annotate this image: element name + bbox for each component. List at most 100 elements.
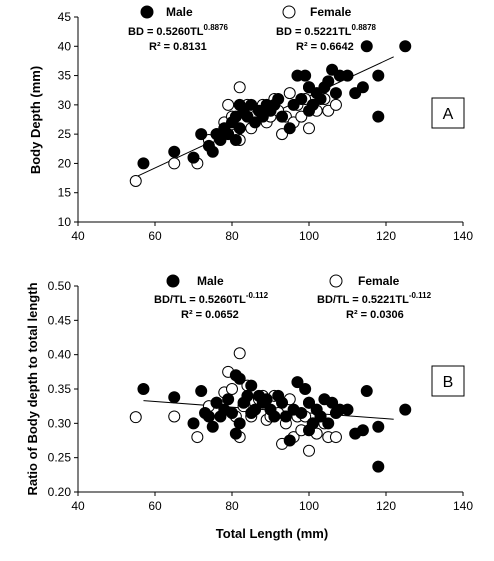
panel-b-female-point — [226, 383, 238, 395]
panel-a-male-equation-base: BD = 0.5260TL — [128, 26, 204, 38]
panel-a-male-point — [295, 93, 308, 105]
panel-a-male-point — [283, 122, 296, 135]
panel-a-female-point — [303, 122, 315, 135]
panel-a-male-point — [168, 145, 181, 158]
panel-b-male-point — [260, 393, 273, 406]
panel-a-female-point — [329, 98, 342, 111]
panel-a-y-tick-label: 15 — [58, 186, 72, 200]
panel-b-y-tick-label: 0.20 — [48, 485, 72, 499]
panel-b-y-axis-title: Ratio of Body depth to total length — [25, 282, 40, 495]
panel-b-male-point — [279, 410, 292, 423]
panel-a-male-point — [322, 75, 335, 88]
panel-b-label: B — [443, 374, 454, 391]
panel-b-y-tick-label: 0.40 — [48, 348, 72, 362]
panel-b-female-point — [168, 410, 181, 423]
panel-a-x-tick-label: 80 — [225, 229, 239, 243]
panel-b-female-r2: R² = 0.0306 — [346, 309, 404, 321]
panel-b-x-ticks: 40 60 80 100 120 140 — [71, 492, 473, 513]
panel-b-male-point — [229, 427, 242, 440]
panel-a-y-tick-label: 35 — [58, 69, 72, 83]
panel-b-female-point — [191, 431, 204, 444]
panel-a-y-tick-label: 25 — [58, 127, 72, 141]
panel-a-male-equation: BD = 0.5260TL0.8876 — [128, 23, 229, 38]
panel-b-x-tick-label: 100 — [299, 499, 319, 513]
panel-b-male-point — [233, 417, 246, 430]
panel-b-male-equation-base: BD/TL = 0.5260TL — [154, 294, 246, 306]
panel-b-male-point — [137, 383, 150, 395]
panel-b-male-point — [187, 417, 200, 430]
panel-b-male-point — [245, 379, 258, 392]
panel-b-x-axis-title: Total Length (mm) — [216, 526, 328, 541]
panel-a-y-tick-label: 20 — [58, 156, 72, 170]
panel-a-legend-male-marker — [140, 5, 154, 19]
panel-a-male-point — [195, 128, 208, 141]
panel-a-male-point — [276, 110, 289, 123]
panel-b-y-tick-label: 0.30 — [48, 416, 72, 430]
panel-a-male-point — [187, 151, 200, 164]
panel-a-male-point — [299, 69, 312, 82]
panel-a-legend-female-marker — [282, 5, 296, 19]
panel-a-female-equation-base: BD = 0.5221TL — [276, 26, 352, 38]
panel-b-male-point — [372, 460, 385, 473]
panel-b-male-point — [303, 396, 315, 409]
panel-a-male-point — [314, 93, 327, 105]
panel-a-points — [129, 40, 412, 187]
panel-b-female-equation-base: BD/TL = 0.5221TL — [317, 294, 409, 306]
panel-a-female-equation-exponent: 0.8878 — [352, 23, 377, 32]
panel-b-points — [129, 347, 412, 473]
panel-b-legend-male-label: Male — [197, 274, 224, 288]
panel-b-male-point — [326, 396, 339, 409]
panel-b-legend-female-marker — [329, 274, 343, 288]
panel-b-female-equation: BD/TL = 0.5221TL-0.112 — [317, 291, 432, 306]
panel-b-male-point — [372, 420, 385, 433]
panel-a-male-point — [341, 69, 354, 82]
panel-b-male-point — [241, 389, 254, 402]
panel-a-y-tick-label: 40 — [58, 39, 72, 53]
panel-b-male-point — [226, 407, 238, 420]
panel-b-x-tick-label: 40 — [71, 499, 85, 513]
panel-a-x-tick-label: 140 — [453, 229, 473, 243]
panel-a-legend-male-label: Male — [166, 5, 193, 19]
panel-a-y-axis-title: Body Depth (mm) — [28, 66, 43, 174]
panel-b-male-r2: R² = 0.0652 — [181, 309, 239, 321]
panel-a-male-point — [399, 40, 412, 53]
panel-b-male-point — [210, 396, 223, 409]
panel-b-male-equation: BD/TL = 0.5260TL-0.112 — [154, 291, 269, 306]
panel-b-male-point — [322, 417, 335, 430]
panel-a-female-point — [222, 98, 235, 111]
panel-a-female-point — [129, 175, 142, 187]
panel-b-male-point — [295, 407, 308, 420]
panel-a-female-point — [233, 81, 246, 94]
panel-a-x-tick-label: 100 — [299, 229, 319, 243]
panel-a-label: A — [443, 106, 454, 123]
panel-b-legend-male-marker — [166, 274, 180, 288]
panel-b-male-point — [314, 410, 327, 423]
panel-b-female-equation-exponent: -0.112 — [409, 291, 432, 300]
panel-b-male-point — [299, 383, 312, 395]
panel-a-male-point — [137, 157, 150, 170]
panel-b-female-point — [303, 444, 315, 457]
panel-a-legend-female-label: Female — [310, 5, 352, 19]
panel-a-male-point — [360, 40, 373, 53]
panel-a-y-tick-label: 10 — [58, 215, 72, 229]
panel-a-x-tick-label: 40 — [71, 229, 85, 243]
panel-a-male-equation-exponent: 0.8876 — [204, 23, 229, 32]
panel-b-label-box — [431, 365, 465, 397]
panel-a-x-tick-label: 60 — [148, 229, 162, 243]
panel-b-male-point — [283, 434, 296, 447]
panel-b-male-point — [306, 417, 319, 430]
panel-b-male-point — [195, 385, 208, 398]
panel-b-male-point — [222, 393, 235, 406]
panel-a-label-box — [431, 97, 465, 129]
panel-a-male-point — [329, 87, 342, 100]
panel-b-y-ticks: 0.20 0.25 0.30 0.35 0.40 0.45 0.50 — [48, 279, 78, 499]
panel-b-y-tick-label: 0.35 — [48, 382, 72, 396]
panel-b-male-point — [249, 403, 262, 416]
panel-a-male-point — [272, 93, 285, 105]
panel-b-male-point — [233, 372, 246, 385]
panel-b-male-point — [360, 385, 373, 398]
panel-a-female-point — [283, 87, 296, 100]
panel-a-y-tick-label: 30 — [58, 98, 72, 112]
panel-b-male-point — [291, 376, 304, 389]
